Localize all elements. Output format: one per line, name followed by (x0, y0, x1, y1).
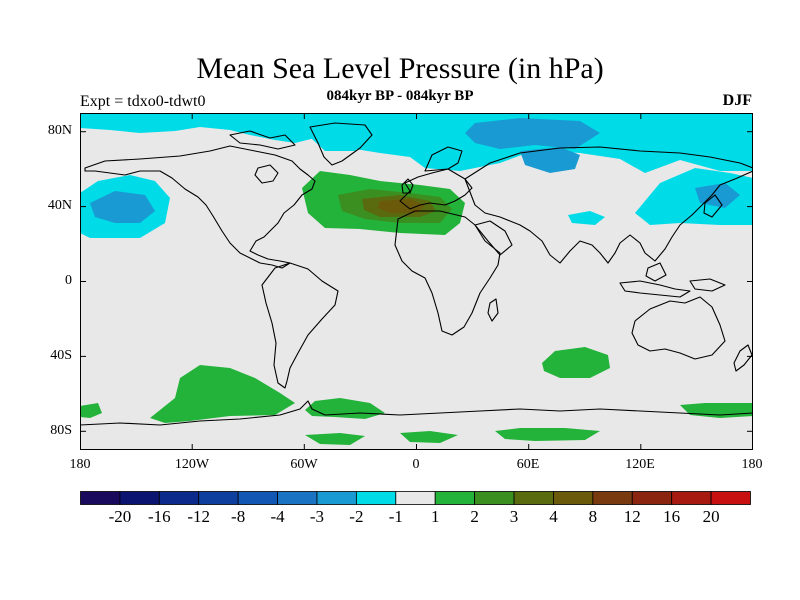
colorbar-tick-label: 4 (549, 507, 558, 526)
colorbar (80, 491, 751, 505)
lon-label-120w: 120W (174, 457, 210, 472)
colorbar-swatch (671, 491, 712, 505)
colorbar-swatch (237, 491, 278, 505)
coast-asia (464, 146, 753, 264)
coast-indonesia (619, 280, 691, 298)
colorbar-swatch (198, 491, 239, 505)
coast-scandinavia (424, 146, 463, 172)
colorbar-tick-label: 16 (663, 507, 681, 526)
season-label: DJF (722, 92, 752, 109)
colorbar-tick-label: -12 (187, 507, 211, 526)
lon-label-60w: 60W (290, 457, 318, 472)
colorbar-swatch (158, 491, 200, 505)
lat-label-40s: 40S (50, 348, 72, 363)
map-subtitle: 084kyr BP - 084kyr BP (326, 88, 474, 104)
anomaly-brown-natlantic (378, 199, 425, 213)
anomaly-green-antarctic2 (305, 433, 365, 445)
axis-ticks (80, 113, 753, 450)
coast-arctic-islands (229, 130, 296, 150)
map-title: Mean Sea Level Pressure (in hPa) (196, 52, 604, 85)
anomaly-cyan-wpacific (635, 168, 753, 225)
colorbar-swatch (592, 491, 633, 505)
lon-label-180w: 180 (69, 457, 91, 472)
lat-label-0: 0 (65, 273, 72, 288)
lon-label-180e: 180 (741, 457, 763, 472)
coast-north-america (84, 145, 316, 269)
anomaly-blue-arctic (465, 118, 600, 149)
colorbar-tick-label: -20 (108, 507, 132, 526)
lat-label-80s: 80S (50, 423, 72, 438)
lat-label-40n: 40N (47, 198, 72, 213)
colorbar-tick-label: -8 (231, 507, 246, 526)
anomaly-cyan-asia (568, 211, 605, 225)
colorbar-swatch (710, 491, 751, 505)
coast-greenland (309, 122, 373, 166)
anomaly-green-sw1 (80, 403, 102, 418)
colorbar-swatch (474, 491, 515, 505)
colorbar-tick-label: 12 (623, 507, 641, 526)
colorbar-tick-label: 20 (702, 507, 720, 526)
colorbar-swatch (434, 491, 476, 505)
coast-borneo (645, 262, 667, 282)
colorbar-swatch (119, 491, 160, 505)
anomaly-blue-npacific (90, 191, 155, 223)
colorbar-swatch (553, 491, 594, 505)
coast-new-guinea (689, 278, 726, 292)
colorbar-swatch (80, 491, 121, 505)
colorbar-tick-label: -1 (388, 507, 403, 526)
anomaly-cyan-greenland (312, 123, 370, 151)
colorbar-tick-label: 3 (509, 507, 519, 526)
colorbar-swatch (395, 491, 436, 505)
colorbar-swatch (631, 491, 673, 505)
colorbar-swatch (316, 491, 357, 505)
anomaly-green-sindian (542, 347, 610, 378)
colorbar-tick-label: -2 (349, 507, 364, 526)
colorbar-tick-label: -3 (309, 507, 325, 526)
anomaly-blue-siberia (520, 147, 580, 173)
coast-south-america (261, 262, 339, 389)
coast-africa (394, 210, 501, 336)
colorbar-swatch (513, 491, 554, 505)
anomaly-green-antarctic1 (495, 428, 600, 441)
experiment-label: Expt = tdxo0-tdwt0 (80, 93, 206, 110)
coast-madagascar (487, 298, 499, 322)
colorbar-swatch (277, 491, 318, 505)
coast-arabia (474, 220, 513, 256)
anomaly-fields (80, 113, 753, 445)
anomaly-green-spacific (150, 365, 295, 423)
coast-japan (703, 194, 723, 218)
coast-australia (631, 296, 726, 360)
colorbar-tick-label: 1 (430, 507, 440, 526)
colorbar-tick-label: 8 (588, 507, 598, 526)
colorbar-swatch (355, 491, 397, 505)
pressure-map (80, 113, 753, 450)
coast-uk (401, 178, 414, 194)
coast-new-zealand (733, 344, 753, 372)
coast-antarctica (80, 400, 753, 426)
colorbar-tick-label: -4 (270, 507, 285, 526)
lon-label-120e: 120E (625, 457, 655, 472)
anomaly-green-antarctic3 (400, 431, 458, 443)
coastlines (80, 122, 753, 426)
coast-hudson-bay (254, 164, 279, 184)
lon-label-0: 0 (412, 457, 420, 472)
colorbar-tick-label: -16 (147, 507, 171, 526)
colorbar-tick-label: 2 (470, 507, 479, 526)
lon-label-60e: 60E (516, 457, 540, 472)
lat-label-80n: 80N (47, 123, 72, 138)
